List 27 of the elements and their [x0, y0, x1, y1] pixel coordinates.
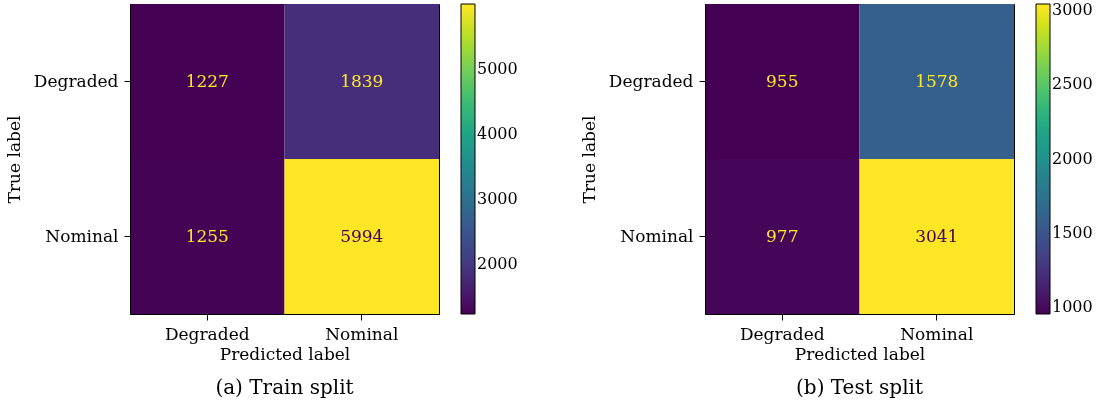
x-axis-title: Predicted label: [794, 343, 926, 364]
text: (b) Test split: [796, 375, 923, 399]
y-axis-title: True label: [578, 115, 599, 204]
data-label: 977: [766, 225, 799, 246]
color-bar-label: 2000: [477, 253, 518, 273]
color-bar-label: 1500: [1052, 223, 1093, 243]
x-tick-label: Nominal: [900, 323, 974, 344]
data-label: 955: [766, 70, 799, 91]
data-label: 1578: [915, 70, 959, 91]
color-bar-label: 2500: [1052, 74, 1093, 94]
data-label: 3041: [915, 225, 959, 246]
x-tick-label: Nominal: [325, 323, 399, 344]
x-axis-title: Predicted label: [219, 343, 351, 364]
data-label: 1255: [185, 225, 229, 246]
color-bar-label: 3000: [1052, 0, 1093, 20]
x-tick-label: Degraded: [739, 323, 825, 344]
y-axis-title: True label: [3, 115, 24, 204]
data-label: 1839: [340, 70, 384, 91]
color-bar-label: 4000: [477, 123, 518, 143]
x-tick-label: Degraded: [164, 323, 250, 344]
color-bar-label: 3000: [477, 188, 518, 208]
color-bar-label: 5000: [477, 58, 518, 78]
color-bar-label: 1000: [1052, 297, 1093, 317]
data-label: 1227: [185, 70, 229, 91]
color-bar-label: 2000: [1052, 148, 1093, 168]
text: (a) Train split: [215, 375, 354, 399]
data-label: 5994: [340, 225, 384, 246]
